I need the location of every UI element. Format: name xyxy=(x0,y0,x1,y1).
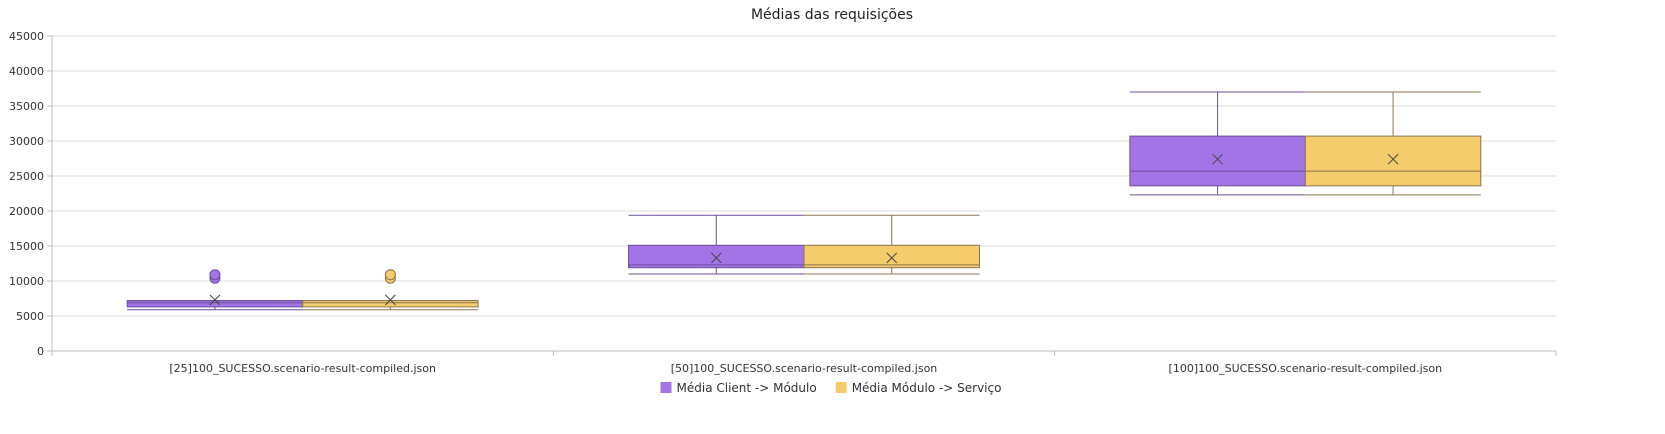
box-body xyxy=(628,244,805,269)
mean-marker xyxy=(209,294,221,306)
y-tick-label: 5000 xyxy=(16,310,44,323)
box-body xyxy=(1304,135,1482,187)
box-body xyxy=(126,300,304,308)
gridlines xyxy=(52,35,1556,352)
legend-label: Média Módulo -> Serviço xyxy=(852,381,1002,395)
legend: Média Client -> Módulo Média Módulo -> Se… xyxy=(660,381,1002,395)
box-body xyxy=(302,300,479,308)
legend-label: Média Client -> Módulo xyxy=(677,381,817,395)
box-1-0 xyxy=(302,269,479,311)
y-tick-label: 25000 xyxy=(9,170,44,183)
legend-swatch xyxy=(660,382,672,393)
legend-swatch xyxy=(835,382,847,393)
y-tick-label: 20000 xyxy=(9,205,44,218)
box-body xyxy=(1129,135,1306,187)
y-tick-label: 45000 xyxy=(9,30,44,43)
box-0-0 xyxy=(126,269,304,311)
mean-marker xyxy=(385,294,396,306)
box-body xyxy=(803,244,980,269)
tick-labels: 0 5000 10000 15000 20000 25000 30000 35000 40000… xyxy=(9,30,1442,375)
x-tick-label: [25]100_SUCESSO.scenario-result-compiled… xyxy=(169,362,436,375)
mean-marker xyxy=(886,252,898,264)
outlier-point xyxy=(384,269,396,281)
boxes xyxy=(126,91,1482,311)
mean-marker xyxy=(1212,153,1223,165)
mean-marker xyxy=(1387,153,1399,165)
y-tick-label: 0 xyxy=(37,345,44,358)
y-tick-label: 15000 xyxy=(9,240,44,253)
box-0-2 xyxy=(1129,91,1306,196)
outlier-point xyxy=(209,269,221,281)
box-0-1 xyxy=(628,214,805,275)
mean-marker xyxy=(710,252,722,264)
y-tick-label: 40000 xyxy=(9,65,44,78)
axes xyxy=(47,35,1557,356)
y-tick-label: 10000 xyxy=(9,275,44,288)
box-1-1 xyxy=(803,214,980,275)
x-tick-label: [50]100_SUCESSO.scenario-result-compiled… xyxy=(671,362,938,375)
y-tick-label: 30000 xyxy=(9,135,44,148)
chart-title: Médias das requisições xyxy=(751,7,913,23)
y-tick-label: 35000 xyxy=(9,100,44,113)
x-tick-label: [100]100_SUCESSO.scenario-result-compile… xyxy=(1169,362,1443,375)
box-1-2 xyxy=(1304,91,1482,196)
